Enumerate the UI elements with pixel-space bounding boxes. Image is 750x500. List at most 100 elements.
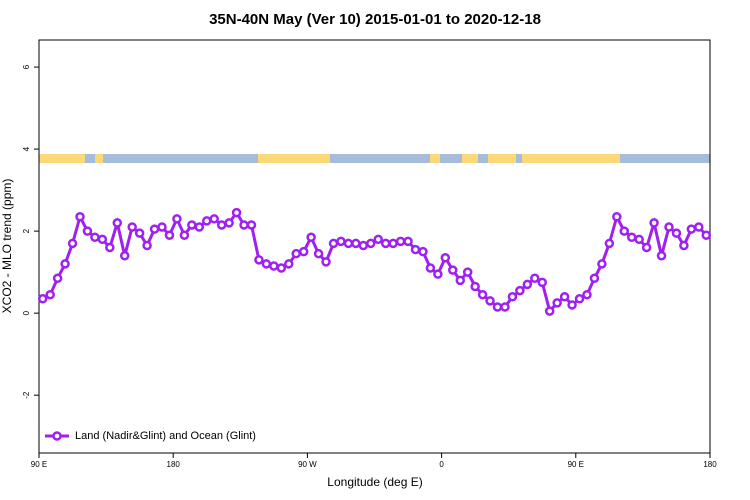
ocean-segment — [85, 154, 258, 163]
point — [679, 240, 689, 251]
point — [172, 214, 182, 224]
point — [485, 296, 495, 306]
point — [641, 242, 652, 253]
plot-frame — [38, 39, 711, 454]
point — [231, 207, 242, 218]
land-segment — [39, 154, 85, 163]
point — [597, 259, 607, 269]
point — [612, 212, 622, 222]
legend-label: Land (Nadir&Glint) and Ocean (Glint) — [75, 430, 256, 442]
point — [246, 220, 257, 230]
point — [75, 212, 85, 222]
point — [202, 216, 212, 226]
point — [440, 253, 451, 263]
point — [45, 289, 55, 300]
series-line — [42, 209, 708, 315]
point — [90, 232, 100, 243]
point — [351, 238, 361, 249]
point — [187, 220, 197, 230]
point — [216, 220, 227, 230]
point — [552, 298, 562, 308]
point — [239, 220, 249, 230]
point — [164, 230, 175, 240]
point — [127, 222, 137, 232]
point — [306, 232, 316, 243]
point — [455, 275, 465, 286]
x-tick-label: 90 E — [31, 460, 47, 469]
point — [544, 306, 555, 316]
point — [649, 218, 659, 228]
point — [433, 269, 443, 279]
ocean-segment — [620, 154, 710, 163]
land-segment — [95, 154, 103, 163]
point — [134, 228, 145, 238]
point — [179, 230, 190, 240]
point — [418, 246, 428, 257]
land-segment — [258, 154, 330, 163]
point — [403, 236, 413, 247]
point — [559, 291, 570, 302]
point — [701, 230, 712, 240]
point — [694, 222, 704, 232]
point — [664, 222, 674, 232]
point — [492, 302, 503, 312]
ocean-segment — [516, 154, 522, 163]
point — [574, 294, 585, 304]
x-axis-label: Longitude (deg E) — [327, 475, 422, 489]
chart-title: 35N-40N May (Ver 10) 2015-01-01 to 2020-… — [209, 11, 541, 28]
point — [269, 261, 279, 271]
point — [671, 228, 682, 238]
point — [656, 250, 667, 261]
point — [313, 248, 324, 259]
point — [462, 267, 473, 277]
y-tick-label: 4 — [22, 146, 31, 151]
point — [67, 238, 78, 249]
point — [604, 238, 615, 249]
x-tick-label: 180 — [167, 460, 181, 469]
point — [60, 259, 70, 269]
land-ocean-strip — [39, 154, 710, 163]
point — [395, 236, 406, 247]
point — [507, 291, 518, 302]
point — [261, 259, 272, 269]
point — [500, 302, 510, 312]
y-tick-label: 6 — [22, 64, 31, 69]
point — [157, 222, 167, 232]
ocean-segment — [478, 154, 488, 163]
point — [82, 226, 93, 236]
point — [209, 214, 219, 224]
point — [388, 238, 398, 249]
ocean-segment — [440, 154, 462, 163]
point — [366, 238, 376, 249]
point — [448, 265, 458, 275]
point — [470, 281, 480, 292]
point — [425, 263, 436, 273]
point — [626, 232, 637, 243]
point — [410, 244, 421, 255]
point — [142, 240, 152, 251]
point — [530, 273, 540, 284]
point — [321, 257, 331, 267]
x-tick-label: 90 W — [298, 460, 317, 469]
point — [567, 300, 577, 310]
point — [149, 224, 160, 234]
point — [358, 240, 369, 251]
ocean-segment — [330, 154, 430, 163]
point — [298, 246, 309, 257]
point — [336, 236, 346, 247]
point — [291, 248, 301, 259]
point — [52, 273, 63, 284]
point — [373, 234, 383, 245]
point — [119, 250, 130, 261]
land-segment — [430, 154, 620, 163]
point — [112, 218, 123, 228]
point — [515, 285, 525, 296]
y-tick-label: -2 — [22, 391, 31, 399]
point — [634, 234, 644, 245]
x-tick-label: 0 — [439, 460, 444, 469]
point — [619, 226, 630, 236]
point — [105, 242, 115, 253]
point — [380, 238, 391, 249]
point — [276, 263, 287, 273]
